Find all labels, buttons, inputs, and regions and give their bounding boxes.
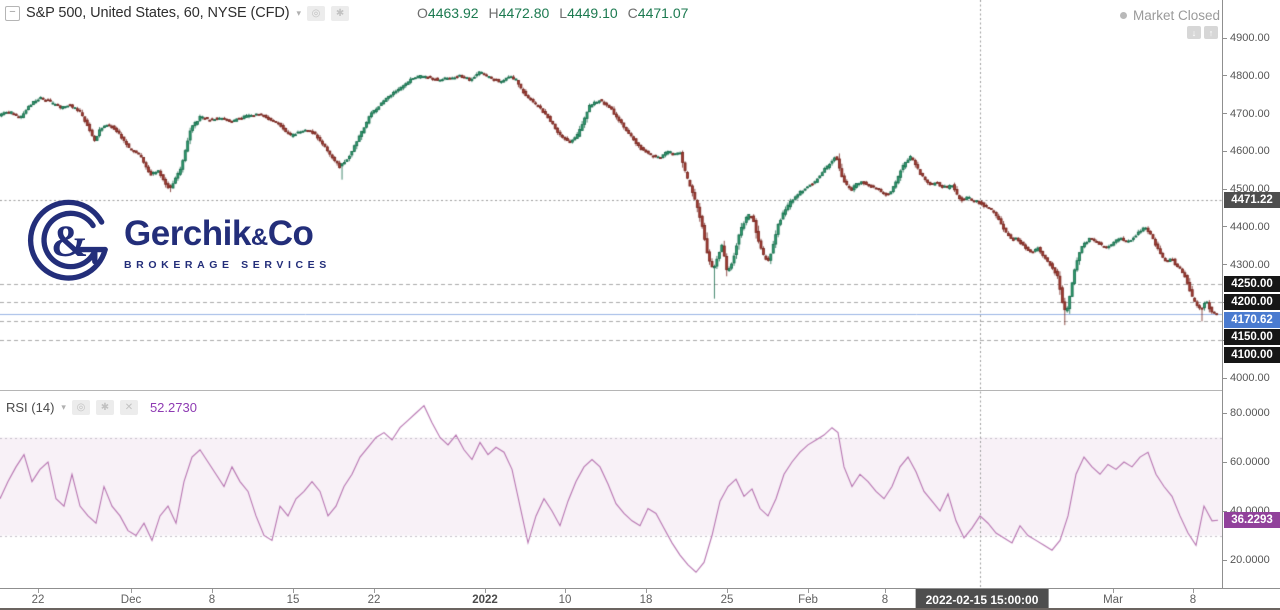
time-tick-label: 22: [367, 594, 381, 606]
price-tick-label: 4000.00: [1223, 371, 1270, 385]
time-tick-label: 8: [1189, 594, 1197, 606]
eye-icon[interactable]: ◎: [307, 5, 326, 21]
time-tick: [485, 589, 486, 593]
scale-up-button[interactable]: ↑: [1204, 26, 1218, 39]
window-bottom-edge: [0, 608, 1280, 610]
market-status: Market Closed: [1119, 8, 1220, 23]
symbol-title[interactable]: S&P 500, United States, 60, NYSE (CFD): [26, 5, 290, 21]
price-tick-label: 4900.00: [1223, 31, 1270, 45]
crosshair-time-badge: 2022-02-15 15:00:00: [915, 589, 1049, 610]
price-tick-label: 4800.00: [1223, 69, 1270, 83]
rsi-value: 52.2730: [149, 400, 197, 415]
brokerage-watermark: & Gerchik&Co BROKERAGE SERVICES: [26, 198, 331, 289]
time-tick-label: 25: [720, 594, 734, 606]
level-price-badge: 4100.00: [1224, 346, 1280, 363]
time-tick-label: 8: [881, 594, 889, 606]
time-tick-label: 2022: [472, 594, 498, 606]
time-tick-label: 15: [286, 594, 300, 606]
chevron-down-icon[interactable]: ▾: [61, 402, 66, 412]
price-tick-label: 80.0000: [1223, 406, 1270, 420]
time-tick: [212, 589, 213, 593]
price-axis[interactable]: 4900.00 4800.00 4700.00 4600.00 4500.00 4400.…: [1222, 0, 1280, 588]
price-tick-label: 20.0000: [1223, 553, 1270, 567]
last-price-badge: 4170.62: [1224, 311, 1280, 328]
time-tick: [727, 589, 728, 593]
level-price-badge: 4150.00: [1224, 329, 1280, 346]
brokerage-tagline: BROKERAGE SERVICES: [124, 258, 331, 271]
chevron-down-icon[interactable]: ▾: [296, 7, 302, 18]
market-status-label: Market Closed: [1132, 8, 1220, 23]
brokerage-name: Gerchik&Co BROKERAGE SERVICES: [124, 213, 331, 271]
ohlc-item: O4463.92: [417, 5, 479, 21]
ohlc-item: H4472.80: [488, 5, 550, 21]
eye-icon[interactable]: ◎: [71, 400, 90, 415]
ohlc-values: O4463.92 H4472.80 L4449.10 C4471.07: [417, 5, 688, 21]
time-tick-label: 22: [31, 594, 45, 606]
time-tick-label: Feb: [798, 594, 818, 606]
scale-buttons: ↓ ↑: [1187, 26, 1218, 39]
level-price-badge: 4200.00: [1224, 294, 1280, 311]
time-tick: [38, 589, 39, 593]
pane-divider[interactable]: [0, 390, 1280, 391]
time-tick-label: Mar: [1103, 594, 1123, 606]
status-dot-icon: [1119, 12, 1127, 19]
time-tick-label: 8: [208, 594, 216, 606]
time-tick: [885, 589, 886, 593]
time-tick-label: 10: [558, 594, 572, 606]
price-tick-label: 60.0000: [1223, 455, 1270, 469]
time-tick: [293, 589, 294, 593]
ohlc-item: C4471.07: [627, 5, 689, 21]
rsi-title[interactable]: RSI (14): [6, 400, 55, 415]
gear-icon[interactable]: ✱: [331, 5, 350, 21]
time-tick-label: 18: [639, 594, 653, 606]
time-tick: [565, 589, 566, 593]
rsi-value-badge: 36.2293: [1224, 512, 1280, 529]
crosshair-price-badge: 4471.22: [1224, 191, 1280, 208]
symbol-legend: − S&P 500, United States, 60, NYSE (CFD)…: [5, 5, 688, 21]
price-tick-label: 4400.00: [1223, 220, 1270, 234]
time-tick: [1113, 589, 1114, 593]
chart-canvas[interactable]: [0, 0, 1222, 588]
time-tick: [374, 589, 375, 593]
time-axis[interactable]: 22 Dec 8 15 22 2022 10 18 25 Feb 8 Mar 8 2022-02-15 1…: [0, 588, 1280, 610]
time-tick: [131, 589, 132, 593]
time-tick-label: Dec: [120, 594, 142, 606]
price-tick-label: 4300.00: [1223, 258, 1270, 272]
close-icon[interactable]: ✕: [119, 400, 138, 415]
time-tick: [646, 589, 647, 593]
svg-text:&: &: [51, 216, 88, 266]
rsi-legend: RSI (14) ▾ ◎ ✱ ✕ 52.2730: [6, 400, 197, 415]
price-tick-label: 4700.00: [1223, 107, 1270, 121]
gear-icon[interactable]: ✱: [95, 400, 114, 415]
time-tick: [1193, 589, 1194, 593]
time-tick: [808, 589, 809, 593]
gerchik-logo-icon: &: [26, 198, 112, 289]
scale-down-button[interactable]: ↓: [1187, 26, 1201, 39]
collapse-pane-icon[interactable]: −: [5, 5, 20, 21]
ohlc-item: L4449.10: [559, 5, 618, 21]
price-tick-label: 4600.00: [1223, 144, 1270, 158]
level-price-badge: 4250.00: [1224, 275, 1280, 292]
